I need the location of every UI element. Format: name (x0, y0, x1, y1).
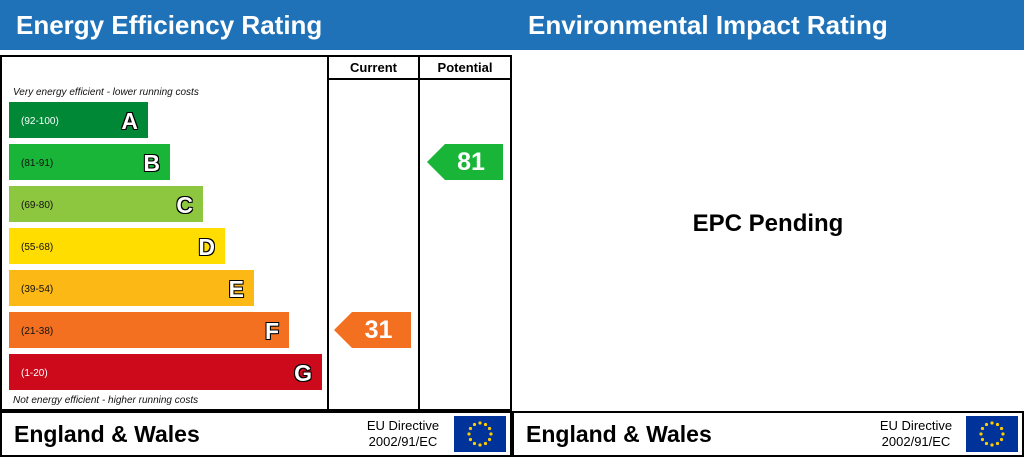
environment-panel-title: Environmental Impact Rating (512, 0, 1024, 50)
rating-band-range: (39-54) (21, 284, 54, 295)
environment-directive-line1: EU Directive (879, 418, 953, 433)
rating-band-letter: D (198, 234, 215, 260)
potential-rating-arrow: 81 (427, 144, 503, 180)
current-rating-arrow: 31 (334, 312, 411, 348)
rating-band-letter: G (294, 360, 312, 386)
eu-flag-icon (966, 416, 1018, 452)
rating-band-letter: B (143, 150, 160, 176)
environmental-impact-panel: Environmental Impact Rating EPC Pending … (512, 0, 1024, 457)
rating-band-letter: F (264, 318, 279, 344)
environment-directive-line2: 2002/91/EC (881, 434, 951, 449)
energy-eu-directive: EU Directive 2002/91/EC (357, 418, 449, 450)
rating-band-range: (1-20) (21, 368, 48, 379)
current-column-header: Current (350, 60, 397, 75)
potential-column-divider (418, 55, 420, 411)
rating-band-letter: C (176, 192, 193, 218)
current-column-divider (327, 55, 329, 411)
energy-directive-line1: EU Directive (366, 418, 440, 433)
rating-band-range: (21-38) (21, 326, 54, 337)
potential-rating-value: 81 (457, 148, 485, 176)
eu-flag-icon (454, 416, 506, 452)
environment-eu-directive: EU Directive 2002/91/EC (870, 418, 962, 450)
energy-efficiency-panel: Energy Efficiency Rating Current Potenti… (0, 0, 512, 457)
rating-band-range: (69-80) (21, 200, 54, 211)
rating-band-e: (39-54) E (9, 270, 254, 306)
rating-band-range: (81-91) (21, 158, 54, 169)
energy-footer-region: England & Wales (14, 421, 200, 447)
rating-band-letter: E (228, 276, 244, 302)
rating-band-a: (92-100) A (9, 102, 148, 138)
rating-band-d: (55-68) D (9, 228, 225, 264)
environment-footer-region: England & Wales (526, 421, 712, 447)
potential-arrow-shape (427, 144, 503, 180)
energy-footer (0, 411, 512, 457)
rating-band-range: (55-68) (21, 242, 54, 253)
bottom-efficiency-note: Not energy efficient - higher running co… (13, 395, 199, 406)
column-header-divider (327, 78, 512, 80)
current-rating-value: 31 (364, 316, 393, 344)
rating-band-letter: A (121, 108, 138, 134)
rating-band-f: (21-38) F (9, 312, 289, 348)
energy-panel-title: Energy Efficiency Rating (0, 0, 512, 50)
environment-rating-area (512, 55, 1024, 411)
rating-band-c: (69-80) C (9, 186, 203, 222)
environment-footer (512, 411, 1024, 457)
rating-band-b: (81-91) B (9, 144, 170, 180)
current-arrow-shape (334, 312, 411, 348)
rating-band-range: (92-100) (21, 116, 59, 127)
top-efficiency-note: Very energy efficient - lower running co… (13, 87, 199, 98)
potential-column-header: Potential (437, 60, 493, 75)
energy-directive-line2: 2002/91/EC (368, 434, 438, 449)
epc-pending-status: EPC Pending (692, 210, 844, 237)
rating-band-g: (1-20) G (9, 354, 322, 390)
